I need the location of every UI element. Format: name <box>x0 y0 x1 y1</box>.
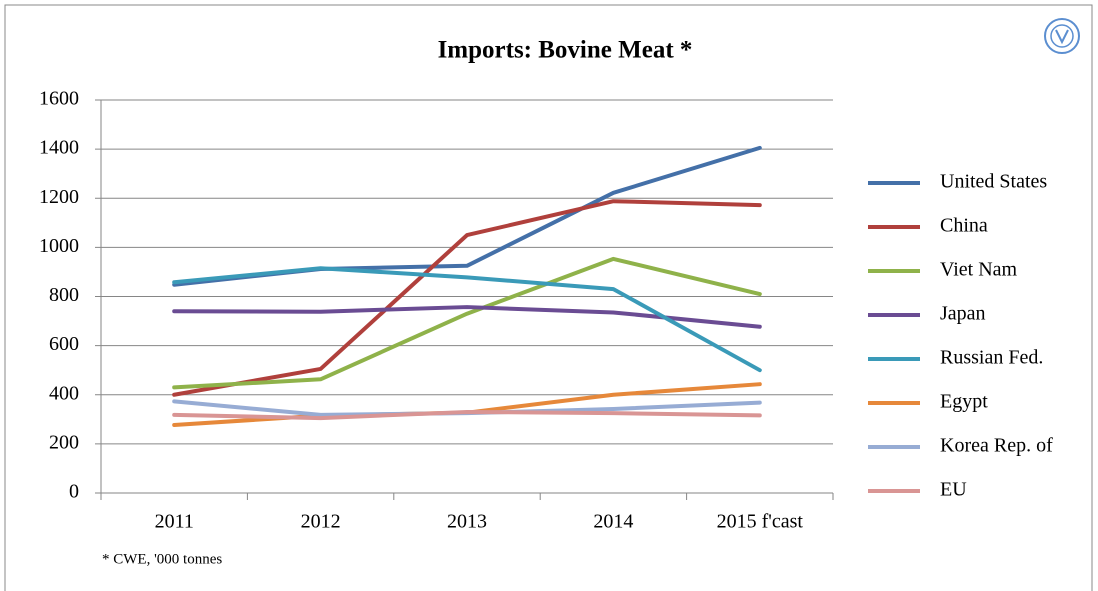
footnote: * CWE, '000 tonnes <box>102 551 222 567</box>
y-tick-label: 400 <box>49 382 79 404</box>
legend-label: China <box>940 215 988 237</box>
y-tick-label: 1200 <box>39 186 79 208</box>
legend-label: EU <box>940 479 967 501</box>
legend-label: Russian Fed. <box>940 347 1043 369</box>
series-line <box>172 145 762 287</box>
y-tick-label: 600 <box>49 333 79 355</box>
legend-label: United States <box>940 171 1047 193</box>
y-tick-label: 0 <box>69 481 79 503</box>
series-line <box>172 256 762 390</box>
y-tick-label: 200 <box>49 431 79 453</box>
y-tick-label: 1000 <box>39 235 79 257</box>
legend-label: Viet Nam <box>940 259 1018 281</box>
x-tick-label: 2013 <box>447 511 487 533</box>
logo <box>1044 18 1080 54</box>
series-line <box>172 266 762 373</box>
legend-label: Korea Rep. of <box>940 435 1053 457</box>
legend-label: Japan <box>940 303 986 325</box>
chart-title: Imports: Bovine Meat * <box>438 37 693 64</box>
x-tick-label: 2014 <box>593 511 633 533</box>
y-tick-label: 1600 <box>39 88 79 110</box>
y-tick-label: 1400 <box>39 137 79 159</box>
x-tick-label: 2015 f'cast <box>717 511 804 533</box>
y-tick-label: 800 <box>49 284 79 306</box>
series-line <box>172 199 762 397</box>
series-line <box>172 409 762 421</box>
legend-label: Egypt <box>940 391 988 413</box>
x-tick-label: 2011 <box>155 511 194 533</box>
chart-frame <box>4 4 1093 591</box>
x-tick-label: 2012 <box>301 511 341 533</box>
